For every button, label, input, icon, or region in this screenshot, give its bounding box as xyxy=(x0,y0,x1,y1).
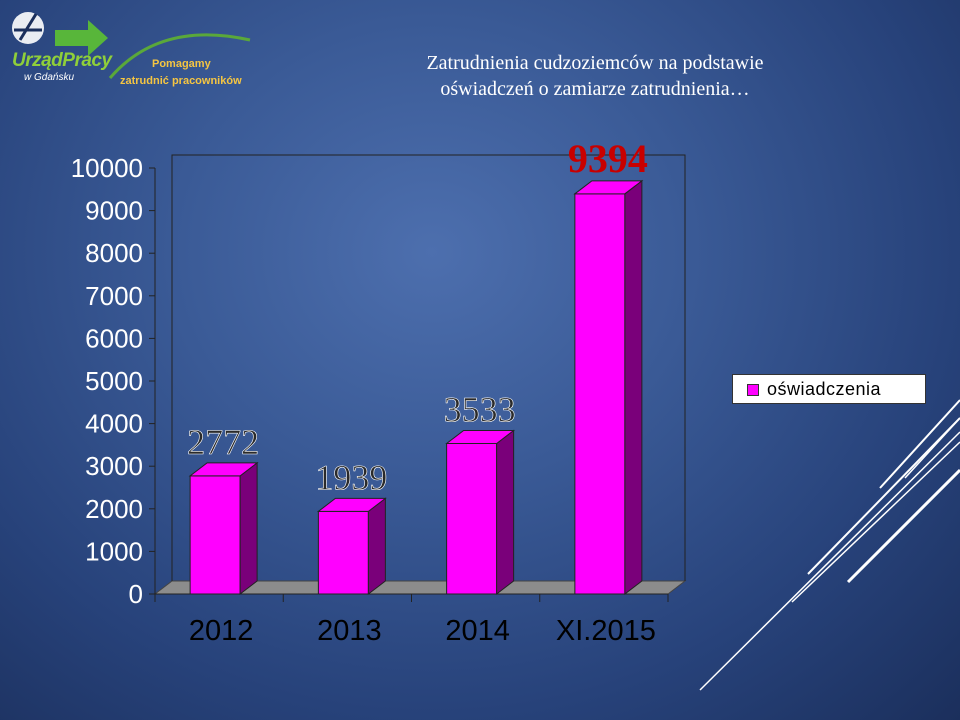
bar-side xyxy=(624,179,643,596)
decorative-lines xyxy=(699,399,960,691)
y-tick-label: 10000 xyxy=(71,153,143,183)
y-tick-label: 1000 xyxy=(85,536,143,566)
logo-graphic xyxy=(12,12,251,79)
bar-top xyxy=(573,180,644,195)
bar xyxy=(574,193,626,595)
data-label: 3533 xyxy=(444,389,516,429)
chart-title-line-1: Zatrudnienia cudzoziemców na podstawie xyxy=(426,52,764,74)
y-tick-label: 4000 xyxy=(85,409,143,439)
y-tick-label: 0 xyxy=(129,579,143,609)
chart-title-line-2: oświadczeń o zamiarze zatrudnienia… xyxy=(440,78,750,100)
data-label: 1939 xyxy=(315,457,387,497)
bar xyxy=(189,475,241,595)
bar-side xyxy=(367,497,386,596)
logo-arrow-icon xyxy=(55,20,108,56)
y-tick-label: 8000 xyxy=(85,238,143,268)
bar-side xyxy=(239,461,258,596)
y-tick-label: 6000 xyxy=(85,323,143,353)
logo-tagline-2: zatrudnić pracowników xyxy=(120,75,242,87)
bar-top xyxy=(316,497,387,512)
bar-top xyxy=(445,429,516,444)
x-tick-label: 2012 xyxy=(189,615,254,647)
y-tick-label: 3000 xyxy=(85,451,143,481)
bar-top xyxy=(188,462,259,477)
x-axis: 2012 2013 2014 XI.2015 xyxy=(154,594,669,647)
logo: UrządPracy w Gdańsku Pomagamy zatrudnić … xyxy=(0,0,270,110)
legend: oświadczenia xyxy=(732,374,926,404)
bars: 2772 1939 3533 9394 xyxy=(187,136,648,596)
x-tick-label: XI.2015 xyxy=(556,615,656,647)
legend-swatch xyxy=(747,384,759,396)
x-tick-label: 2013 xyxy=(317,615,382,647)
y-axis: 0 1000 2000 3000 4000 5000 6000 7000 8000 9000 100… xyxy=(71,153,155,609)
y-tick-label: 5000 xyxy=(85,366,143,396)
logo-figure-strokes xyxy=(14,13,42,41)
data-label: 2772 xyxy=(187,422,259,462)
bar-side xyxy=(496,429,515,596)
bar xyxy=(317,510,369,595)
x-tick-label: 2014 xyxy=(445,615,510,647)
chart-title: Zatrudnienia cudzoziemców na podstawie o… xyxy=(330,50,860,102)
logo-tagline-1: Pomagamy xyxy=(152,58,211,70)
bar xyxy=(446,442,498,595)
logo-org-sub: w Gdańsku xyxy=(24,72,75,83)
logo-swoosh xyxy=(108,33,251,79)
data-label: 9394 xyxy=(568,136,648,181)
y-tick-label: 2000 xyxy=(85,494,143,524)
legend-label: oświadczenia xyxy=(767,379,882,399)
y-tick-label: 7000 xyxy=(85,281,143,311)
back-wall xyxy=(171,154,686,581)
y-tick-label: 9000 xyxy=(85,196,143,226)
logo-org-name: UrządPracy xyxy=(12,50,112,71)
